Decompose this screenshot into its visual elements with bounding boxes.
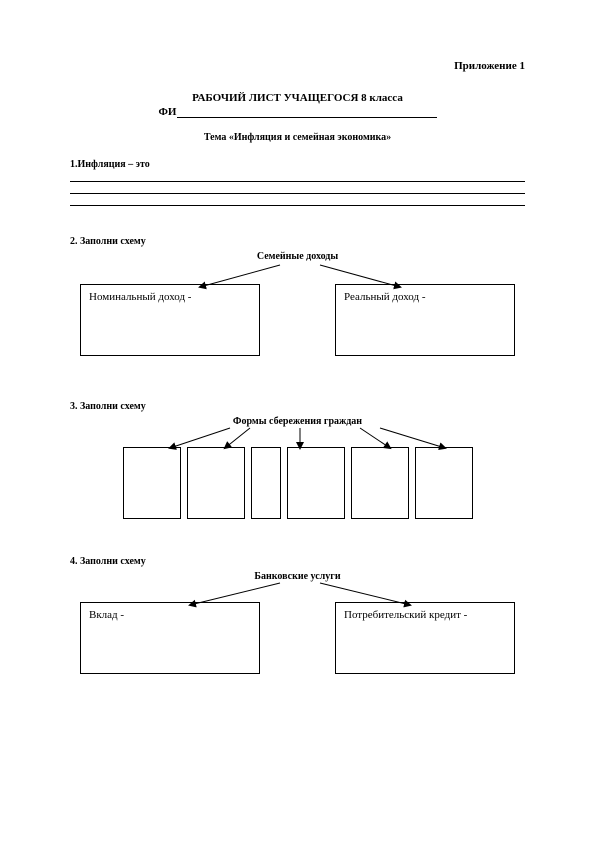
diagram-4-box-left: Вклад -	[80, 602, 260, 674]
diagram-3-box-6	[415, 447, 473, 519]
diagram-2-box-left: Номинальный доход -	[80, 284, 260, 356]
topic-line: Тема «Инфляция и семейная экономика»	[70, 132, 525, 143]
diagram-3-box-5	[351, 447, 409, 519]
diagram-3-box-4	[287, 447, 345, 519]
diagram-3: Формы сбережения граждан	[70, 416, 525, 526]
diagram-4-box-right: Потребительский кредит -	[335, 602, 515, 674]
task-2-title: 2. Заполни схему	[70, 236, 525, 247]
diagram-2: Семейные доходы Номинальный доход - Реал…	[70, 251, 525, 371]
diagram-4: Банковские услуги Вклад - Потребительски…	[70, 571, 525, 691]
diagram-2-arrows	[70, 263, 525, 293]
task-4-title: 4. Заполни схему	[70, 556, 525, 567]
appendix-label: Приложение 1	[70, 60, 525, 72]
diagram-3-box-2	[187, 447, 245, 519]
task-3-title: 3. Заполни схему	[70, 401, 525, 412]
answer-line-3	[70, 194, 525, 206]
diagram-3-box-3	[251, 447, 281, 519]
fi-label: ФИ	[158, 106, 176, 118]
fi-line: ФИ	[70, 106, 525, 118]
main-title: РАБОЧИЙ ЛИСТ УЧАЩЕГОСЯ 8 класса	[70, 92, 525, 104]
diagram-3-arrows	[70, 426, 525, 454]
diagram-2-label: Семейные доходы	[70, 251, 525, 262]
question-1-label: 1.Инфляция – это	[70, 159, 525, 170]
answer-line-2	[70, 182, 525, 194]
answer-line-1	[70, 170, 525, 182]
diagram-2-box-right: Реальный доход -	[335, 284, 515, 356]
fi-underline	[177, 117, 437, 118]
diagram-3-box-1	[123, 447, 181, 519]
diagram-4-arrows	[70, 581, 525, 609]
